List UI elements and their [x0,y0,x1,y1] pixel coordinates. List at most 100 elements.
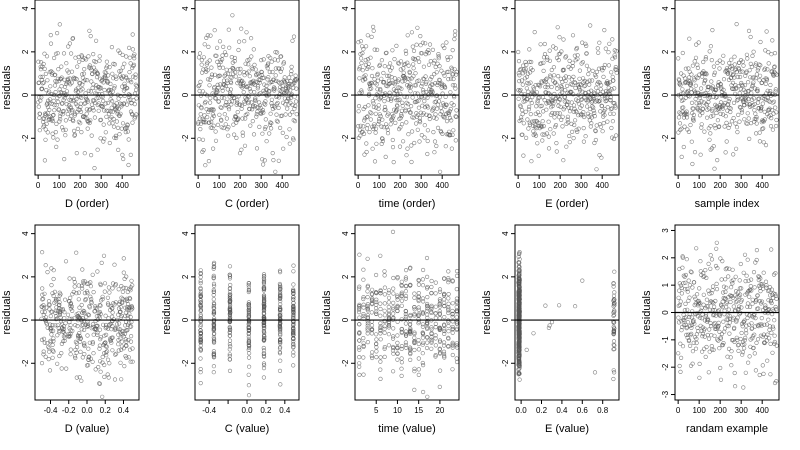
data-point [412,387,417,393]
data-point [269,59,274,64]
data-point [399,86,404,91]
data-point [705,332,710,338]
data-point [357,252,362,257]
data-point [273,73,278,78]
data-point [682,318,687,323]
data-point [246,355,252,360]
data-point [255,80,260,85]
data-point [718,365,723,371]
data-point [548,127,553,132]
data-point [385,131,391,136]
data-point [572,304,578,309]
data-point [47,97,53,102]
data-point [85,333,90,338]
data-point [612,308,617,313]
data-point [93,318,98,324]
data-point [287,127,292,132]
data-point [242,39,247,44]
data-point [246,62,251,67]
data-point [98,337,103,342]
data-point [57,309,63,314]
data-point [45,130,50,135]
data-point [228,310,233,315]
data-point [403,340,409,345]
data-point [367,130,372,135]
data-point [116,287,121,292]
data-point [36,104,41,109]
data-point [54,144,59,149]
data-point [407,322,413,327]
data-point [733,274,738,279]
data-point [52,289,58,295]
data-point [219,118,224,123]
data-point [274,112,279,117]
data-point [289,69,294,74]
data-point [43,71,49,76]
data-point [378,88,383,93]
data-point [601,74,606,79]
data-point [291,269,296,274]
data-point [544,131,550,136]
data-point [688,82,694,87]
data-point [227,68,232,73]
data-point [53,72,58,77]
data-point [714,246,719,251]
data-point [253,67,258,72]
data-point [61,128,66,133]
data-point [399,283,404,289]
data-point [94,91,99,96]
data-point [420,360,425,366]
data-point [437,304,443,309]
data-point [574,45,580,51]
data-point [215,122,220,127]
data-point [737,104,743,110]
data-point [707,49,712,54]
data-point [736,67,742,72]
data-point [229,80,234,86]
data-point [704,344,709,350]
data-point [523,59,528,65]
data-point [697,361,702,367]
data-point [699,349,705,354]
data-point [602,28,607,33]
data-point [602,113,607,118]
data-point [594,85,599,90]
data-point [579,103,584,108]
data-point [677,121,683,126]
data-point [383,154,388,159]
data-point [412,330,417,335]
data-point [121,88,126,93]
data-point [210,125,215,130]
data-point [251,104,256,109]
data-point [370,350,375,355]
data-point [131,62,137,68]
data-point [600,129,605,134]
data-point [287,75,292,80]
data-point [365,321,370,326]
data-point [79,95,84,100]
data-point [246,372,251,377]
data-point [49,332,54,337]
data-point [97,346,102,351]
data-point [561,107,566,112]
data-point [59,125,65,130]
data-point [120,52,125,58]
data-point [98,311,103,317]
x-tick-label: 200 [553,181,567,190]
data-point [686,75,692,80]
data-point [200,137,206,142]
data-point [426,50,431,56]
data-point [516,58,522,64]
data-point [74,375,79,380]
data-point [364,115,369,120]
data-point [717,313,723,318]
data-point [256,105,261,110]
data-point [442,354,447,359]
data-point [76,297,81,302]
data-point [84,107,89,112]
data-point [62,316,67,321]
data-point [577,68,583,73]
data-point [39,86,45,91]
data-point [356,103,362,109]
data-point [376,121,381,127]
